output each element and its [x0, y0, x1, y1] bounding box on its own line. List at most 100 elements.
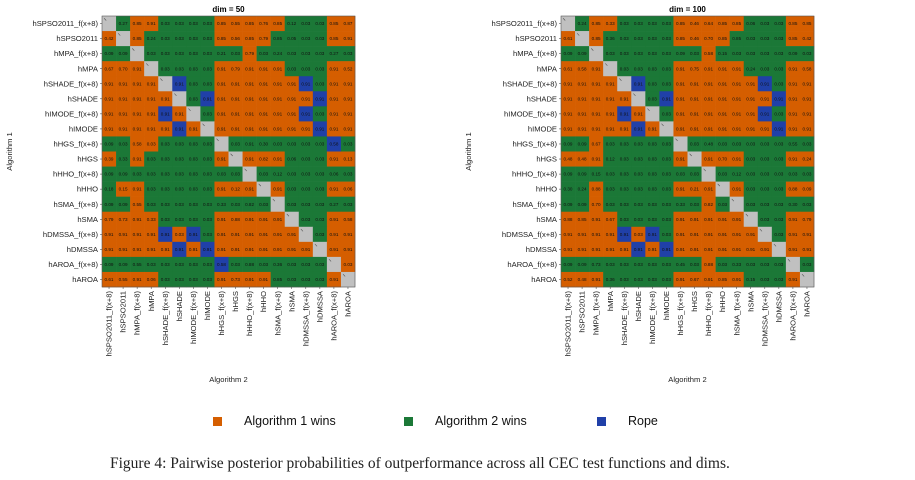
heatmap-cell [214, 226, 229, 243]
cell-value-label: 0.91 [329, 96, 338, 101]
heatmap-cell [757, 151, 773, 167]
heatmap-cell [729, 76, 745, 92]
cell-value-label: 0.79 [231, 66, 240, 71]
cell-value-label: 0.09 [105, 262, 114, 267]
cell-value-label: 0.03 [634, 51, 643, 56]
heatmap-cell [729, 181, 745, 197]
heatmap-cell [631, 181, 646, 197]
cell-value-label: 0.03 [189, 172, 198, 177]
heatmap-cell [771, 46, 787, 62]
cell-value-label: 0.91 [147, 127, 156, 132]
heatmap-cell [631, 121, 646, 137]
heatmap-cell [771, 166, 787, 182]
heatmap-cell [575, 271, 590, 288]
heatmap-cell [172, 46, 187, 62]
heatmap-cell [200, 151, 215, 167]
diagonal-marker [230, 153, 233, 157]
heatmap-cell [743, 166, 759, 182]
heatmap-cell [298, 31, 314, 47]
cell-value-label: 0.91 [133, 232, 142, 237]
cell-value-label: 0.09 [578, 172, 587, 177]
heatmap-cell [298, 76, 314, 92]
cell-value-label: 0.91 [105, 111, 114, 116]
cell-value-label: 0.46 [690, 36, 699, 41]
cell-value-label: 0.91 [161, 247, 170, 252]
cell-value-label: 0.91 [133, 187, 142, 192]
cell-value-label: 0.03 [161, 21, 170, 26]
heatmap-cell [214, 196, 229, 213]
cell-value-label: 0.91 [259, 127, 268, 132]
heatmap-cell [701, 121, 716, 137]
cell-value-label: 0.03 [648, 66, 657, 71]
cell-value-label: 0.03 [620, 51, 629, 56]
heatmap-cell [673, 271, 688, 288]
heatmap-cell [256, 196, 271, 213]
heatmap-cell [116, 16, 131, 32]
heatmap-cell [298, 121, 314, 137]
diagonal-marker [272, 198, 276, 202]
heatmap-cell [200, 241, 215, 258]
heatmap-cell [771, 211, 787, 228]
cell-value-label: 0.03 [662, 232, 671, 237]
heatmap-cell [242, 76, 257, 92]
heatmap-cell [200, 16, 215, 32]
heatmap-cell [785, 196, 801, 213]
cell-value-label: 0.03 [189, 51, 198, 56]
heatmap-cell [617, 271, 632, 288]
heatmap-cell [312, 211, 328, 228]
x-tick-label: hIMODE [203, 291, 212, 320]
heatmap-cell [799, 211, 815, 228]
heatmap-cell [631, 226, 646, 243]
cell-value-label: 0.91 [245, 217, 254, 222]
heatmap-cell [144, 211, 159, 228]
y-tick-label: hSPSO2011_f(x+8) [492, 19, 558, 28]
heatmap-cell [575, 16, 590, 32]
cell-value-label: 0.03 [315, 81, 324, 86]
cell-value-label: 0.03 [301, 51, 310, 56]
heatmap-cell [575, 196, 590, 213]
heatmap-cell [214, 76, 229, 92]
heatmap-cell [312, 61, 328, 77]
cell-value-label: 0.36 [273, 262, 282, 267]
cell-value-label: 0.91 [704, 277, 713, 282]
cell-value-label: 0.61 [105, 277, 114, 282]
cell-value-label: 0.03 [802, 262, 811, 267]
cell-value-label: 0.03 [203, 202, 212, 207]
heatmap-cell [743, 151, 759, 167]
cell-value-label: 0.79 [105, 217, 114, 222]
cell-value-label: 0.03 [774, 232, 783, 237]
heatmap-cell [785, 151, 801, 167]
heatmap-cell [687, 181, 702, 197]
cell-value-label: 0.03 [343, 202, 352, 207]
heatmap-cell [298, 271, 314, 288]
heatmap-cell [242, 121, 257, 137]
cell-value-label: 0.91 [704, 247, 713, 252]
heatmap-cell [561, 256, 576, 273]
cell-value-label: 0.91 [105, 232, 114, 237]
cell-value-label: 0.91 [259, 111, 268, 116]
y-tick-label: hSPSO2011 [515, 34, 557, 43]
heatmap-cell [242, 91, 257, 107]
heatmap-cell [256, 241, 271, 258]
heatmap-cell [631, 241, 646, 258]
cell-value-label: 0.58 [217, 262, 226, 267]
cell-value-label: 0.15 [746, 277, 755, 282]
heatmap-cell [228, 46, 243, 62]
heatmap-cell [673, 91, 688, 107]
cell-value-label: 0.03 [620, 262, 629, 267]
x-tick-label: hSPSO2011_f(x+8) [564, 291, 573, 357]
heatmap-cell [799, 31, 815, 47]
heatmap-cell [270, 61, 286, 77]
cell-value-label: 0.03 [690, 262, 699, 267]
cell-value-label: 0.03 [203, 277, 212, 282]
cell-value-label: 0.91 [287, 111, 296, 116]
heatmap-cell [757, 91, 773, 107]
cell-value-label: 0.91 [189, 247, 198, 252]
x-tick-label: hMPA [606, 290, 615, 311]
y-tick-label: hAROA_f(x+8) [507, 260, 557, 269]
diagonal-marker [160, 78, 163, 81]
cell-value-label: 0.91 [329, 66, 338, 71]
heatmap-cell [771, 106, 787, 122]
heatmap-cell [130, 121, 145, 137]
cell-value-label: 0.91 [788, 96, 797, 101]
